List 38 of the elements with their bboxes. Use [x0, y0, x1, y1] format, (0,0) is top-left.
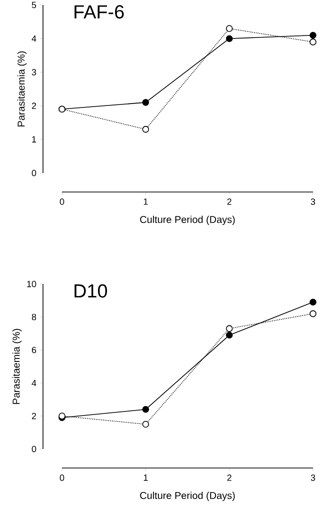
- point: [310, 310, 316, 318]
- chart-title: FAF-6: [74, 5, 124, 19]
- x-axis-title: Culture Period (Days): [140, 216, 235, 225]
- y-tick-label: 8: [32, 314, 36, 320]
- point: [310, 38, 316, 46]
- point: [226, 35, 233, 42]
- x-tick-label: 1: [144, 474, 148, 481]
- point: [226, 325, 233, 332]
- y-tick-label: 6: [32, 346, 36, 354]
- y-tick-label: 5: [32, 2, 36, 8]
- x-tick-label: 2: [227, 474, 232, 481]
- point: [142, 406, 150, 413]
- point: [310, 32, 316, 39]
- y-tick-label: 0: [32, 446, 36, 452]
- x-tick-label: 1: [144, 198, 148, 205]
- y-tick-label: 10: [27, 280, 36, 288]
- x-tick-label: 0: [60, 198, 64, 205]
- x-tick-label: 3: [310, 198, 316, 205]
- y-axis-title: Parasitaemia (%): [17, 51, 27, 126]
- x-tick-label: 2: [227, 198, 232, 205]
- y-tick-label: 4: [32, 36, 36, 42]
- x-axis-title: Culture Period (Days): [140, 492, 235, 501]
- y-tick-label: 2: [32, 412, 36, 420]
- point: [142, 126, 150, 133]
- x-tick-label: 3: [310, 474, 316, 481]
- y-axis-title: Parasitaemia (%): [12, 328, 22, 404]
- y-tick-label: 1: [32, 136, 36, 142]
- y-tick-label: 2: [32, 102, 36, 109]
- point: [142, 420, 150, 428]
- point: [142, 99, 150, 106]
- chart-title: D10: [74, 284, 108, 298]
- point: [226, 25, 233, 32]
- x-tick-label: 0: [60, 474, 64, 481]
- y-tick-label: 3: [32, 69, 36, 76]
- point: [310, 298, 316, 306]
- y-tick-label: 4: [32, 380, 36, 386]
- y-tick-label: 0: [32, 170, 36, 176]
- point: [226, 332, 233, 339]
